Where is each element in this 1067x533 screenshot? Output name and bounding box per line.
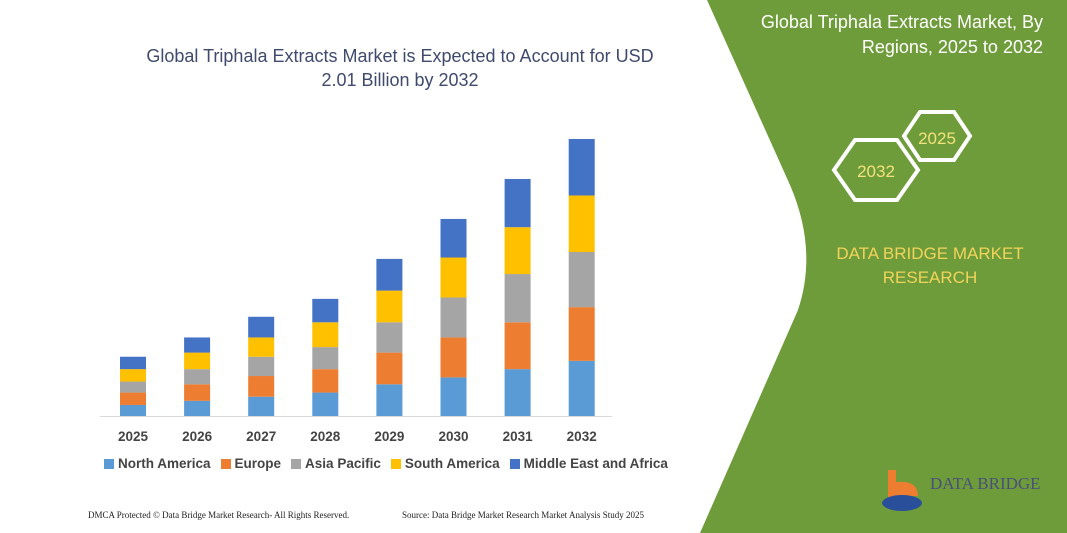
bar-segment-2025-europe xyxy=(120,392,146,405)
bar-segment-2031-asia-pacific xyxy=(504,274,531,323)
bar-segment-2030-middle-east-and-africa xyxy=(440,218,467,258)
footer-source: Source: Data Bridge Market Research Mark… xyxy=(402,510,644,520)
x-tick-label: 2031 xyxy=(503,429,534,444)
bar-segment-2028-europe xyxy=(312,369,339,393)
bar-segment-2028-north-america xyxy=(312,392,339,416)
legend-swatch xyxy=(390,458,401,469)
bar-segment-2026-europe xyxy=(184,384,211,401)
x-tick-label: 2027 xyxy=(246,429,276,444)
bar-segment-2027-europe xyxy=(248,376,275,397)
legend-swatch xyxy=(104,458,114,469)
x-tick-label: 2028 xyxy=(310,429,341,444)
hexagon-2032 xyxy=(831,138,921,202)
bar-segment-2029-south-america xyxy=(376,290,403,323)
legend-item: South America xyxy=(390,456,500,471)
bar-segment-2027-asia-pacific xyxy=(248,356,275,377)
bar-segment-2029-middle-east-and-africa xyxy=(376,258,403,291)
legend-label: Europe xyxy=(234,456,282,471)
legend-item: Middle East and Africa xyxy=(509,456,668,471)
bar-segment-2030-europe xyxy=(440,337,467,378)
brand-name: DATA BRIDGE MARKET RESEARCH xyxy=(836,244,1024,287)
x-tick-label: 2029 xyxy=(374,429,404,444)
bar-segment-2031-middle-east-and-africa xyxy=(504,178,531,228)
footer-copyright: DMCA Protected © Data Bridge Market Rese… xyxy=(88,510,350,520)
bar-segment-2026-north-america xyxy=(184,400,211,416)
bar-segment-2025-middle-east-and-africa xyxy=(120,356,146,370)
x-tick-label: 2025 xyxy=(118,429,149,444)
x-tick-label: 2032 xyxy=(567,429,597,444)
panel-title: Global Triphala Extracts Market, By Regi… xyxy=(760,12,1043,57)
hex-label-2032: 2032 xyxy=(857,162,895,181)
bar-segment-2030-asia-pacific xyxy=(440,297,467,338)
bar-segment-2030-south-america xyxy=(440,257,467,298)
legend-item: Asia Pacific xyxy=(291,456,381,471)
legend-swatch xyxy=(509,458,520,469)
bar-segment-2028-asia-pacific xyxy=(312,347,339,370)
bar-segment-2032-north-america xyxy=(568,360,595,416)
chart-title: Global Triphala Extracts Market is Expec… xyxy=(146,46,654,90)
legend-label: North America xyxy=(118,456,211,471)
legend: North America Europe Asia Pacific South Ame… xyxy=(104,456,668,471)
bar-segment-2027-middle-east-and-africa xyxy=(248,316,275,338)
hexagon-2025 xyxy=(901,110,973,162)
bar-segment-2032-middle-east-and-africa xyxy=(568,139,595,196)
bar-segment-2026-asia-pacific xyxy=(184,369,211,385)
logo-icon xyxy=(882,470,922,511)
bar-segment-2032-europe xyxy=(568,307,595,361)
bar-segment-2032-south-america xyxy=(568,195,595,253)
x-tick-label: 2030 xyxy=(438,429,468,444)
green-side-panel xyxy=(700,0,1067,533)
legend-swatch xyxy=(291,458,302,469)
bar-segment-2029-north-america xyxy=(376,384,403,416)
logo-text: DATA BRIDGE xyxy=(930,474,1041,493)
bar-segment-2029-europe xyxy=(376,352,403,385)
x-tick-label: 2026 xyxy=(182,429,213,444)
legend-label: South America xyxy=(404,456,500,471)
bar-segment-2031-north-america xyxy=(504,369,531,416)
bar-segment-2031-south-america xyxy=(504,227,531,275)
bar-segment-2032-asia-pacific xyxy=(568,252,595,308)
hex-label-2025: 2025 xyxy=(918,129,956,148)
bar-segment-2025-north-america xyxy=(120,404,146,416)
bar-segment-2027-north-america xyxy=(248,396,275,416)
stacked-bar-chart: 2025 2026 2027 2028 2029 2030 2031 2032 xyxy=(100,139,612,444)
legend-swatch xyxy=(220,458,231,469)
legend-label: Middle East and Africa xyxy=(523,456,668,471)
bar-segment-2028-middle-east-and-africa xyxy=(312,298,339,323)
bar-segment-2025-south-america xyxy=(120,369,146,382)
bar-segment-2028-south-america xyxy=(312,322,339,348)
legend-item: Europe xyxy=(220,456,282,471)
bar-segment-2030-north-america xyxy=(440,377,467,416)
legend-label: Asia Pacific xyxy=(305,456,381,471)
bar-segment-2027-south-america xyxy=(248,337,275,357)
bar-segment-2026-middle-east-and-africa xyxy=(184,337,211,353)
bar-segment-2029-asia-pacific xyxy=(376,322,403,353)
bar-segment-2026-south-america xyxy=(184,352,211,370)
bar-segment-2031-europe xyxy=(504,322,531,370)
legend-item: North America xyxy=(104,456,211,471)
bar-segment-2025-asia-pacific xyxy=(120,381,146,393)
